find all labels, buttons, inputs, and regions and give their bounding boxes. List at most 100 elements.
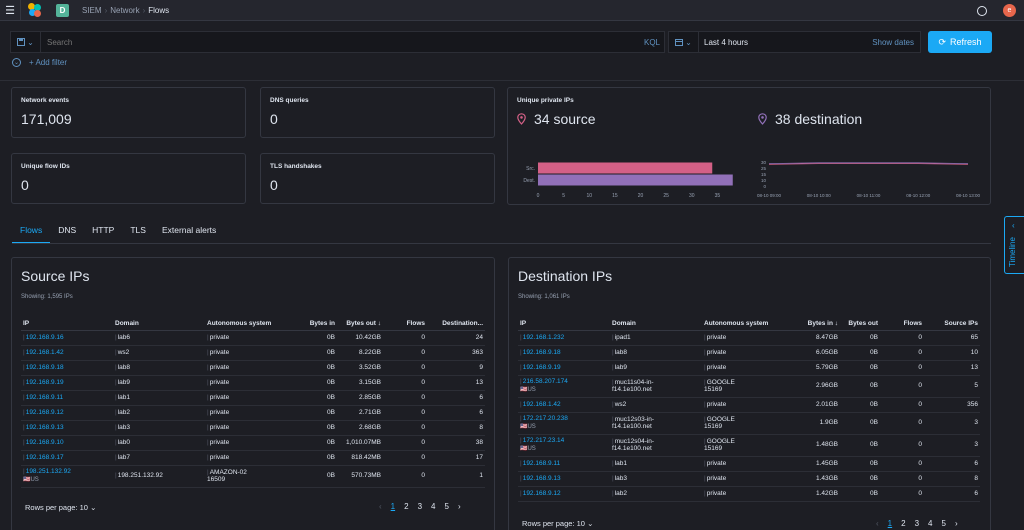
as-name[interactable]: private: [209, 408, 230, 416]
ip-link[interactable]: 192.168.9.19: [25, 378, 64, 386]
next-page-icon[interactable]: ›: [457, 502, 461, 511]
domain-link[interactable]: muc11s04-in-: [614, 378, 654, 386]
domain-link[interactable]: ws2: [117, 348, 130, 356]
rows-per-page-select[interactable]: Rows per page: 10 ⌄: [25, 503, 96, 512]
as-name[interactable]: private: [209, 348, 230, 356]
ip-link[interactable]: 192.168.9.17: [25, 453, 64, 461]
domain-link[interactable]: lab2: [117, 408, 130, 416]
kql-toggle[interactable]: KQL: [643, 37, 660, 47]
date-range-text[interactable]: Last 4 hours: [704, 37, 749, 47]
previous-page-icon[interactable]: ‹: [379, 502, 382, 511]
page-4[interactable]: 4: [928, 519, 933, 528]
bar-dest[interactable]: [538, 174, 733, 186]
ip-link[interactable]: 192.168.9.18: [25, 363, 64, 371]
ip-link[interactable]: 192.168.1.42: [25, 348, 64, 356]
as-number[interactable]: 15169: [704, 445, 723, 452]
elastic-logo-icon[interactable]: [28, 3, 42, 17]
ip-link[interactable]: 192.168.9.18: [522, 348, 561, 356]
as-name[interactable]: private: [209, 438, 230, 446]
as-name[interactable]: private: [706, 400, 727, 408]
breadcrumb-siem[interactable]: SIEM: [82, 5, 102, 15]
ip-link[interactable]: 192.168.9.12: [25, 408, 64, 416]
page-3[interactable]: 3: [417, 502, 423, 511]
ip-link[interactable]: 192.168.9.12: [522, 489, 561, 497]
filter-options-icon[interactable]: ⌄: [12, 58, 21, 67]
ip-link[interactable]: 192.168.9.16: [25, 333, 64, 341]
as-name[interactable]: private: [209, 363, 230, 371]
domain-link[interactable]: ipad1: [614, 333, 631, 341]
domain-cont[interactable]: f14.1e100.net: [612, 445, 652, 452]
rows-per-page-select[interactable]: Rows per page: 10 ⌄: [522, 519, 593, 528]
page-4[interactable]: 4: [431, 502, 436, 511]
timeline-flyout-button[interactable]: ‹ Timeline: [1004, 216, 1024, 274]
as-name[interactable]: private: [706, 489, 727, 497]
col-domain[interactable]: Domain: [610, 318, 702, 331]
col-flows[interactable]: Flows: [383, 318, 427, 331]
previous-page-icon[interactable]: ‹: [876, 519, 879, 528]
saved-query-button[interactable]: ⌄: [11, 32, 41, 52]
as-name[interactable]: GOOGLE: [706, 415, 735, 423]
ip-link[interactable]: 172.217.20.238: [522, 415, 568, 422]
col-bytes-in[interactable]: Bytes in ↓: [794, 318, 840, 331]
col-ip[interactable]: IP: [518, 318, 610, 331]
domain-link[interactable]: lab1: [614, 459, 627, 467]
domain-link[interactable]: lab6: [117, 333, 130, 341]
ip-link[interactable]: 192.168.9.13: [522, 474, 561, 482]
col-bytes-in[interactable]: Bytes in: [297, 318, 337, 331]
ip-link[interactable]: 216.58.207.174: [522, 378, 568, 385]
domain-link[interactable]: lab2: [614, 489, 627, 497]
as-name[interactable]: private: [706, 333, 727, 341]
col-domain[interactable]: Domain: [113, 318, 205, 331]
ip-link[interactable]: 192.168.1.232: [522, 333, 565, 341]
as-name[interactable]: private: [209, 333, 230, 341]
col-source-ips[interactable]: Source IPs: [924, 318, 980, 331]
menu-icon[interactable]: ☰: [5, 4, 15, 17]
quick-select-button[interactable]: ⌄: [669, 32, 699, 52]
col-bytes-out[interactable]: Bytes out ↓: [337, 318, 383, 331]
help-icon[interactable]: [977, 5, 987, 16]
page-1[interactable]: 1: [887, 519, 893, 528]
as-name[interactable]: private: [209, 378, 230, 386]
show-dates-link[interactable]: Show dates: [872, 37, 914, 47]
domain-link[interactable]: lab8: [614, 348, 627, 356]
breadcrumb-network[interactable]: Network: [110, 5, 140, 15]
space-avatar[interactable]: D: [56, 3, 69, 17]
domain-cont[interactable]: f14.1e100.net: [612, 423, 652, 430]
add-filter-link[interactable]: + Add filter: [29, 58, 68, 67]
domain-link[interactable]: lab0: [117, 438, 130, 446]
page-5[interactable]: 5: [941, 519, 946, 528]
ip-link[interactable]: 192.168.9.19: [522, 363, 561, 371]
as-name[interactable]: private: [209, 453, 230, 461]
ip-link[interactable]: 172.217.23.14: [522, 437, 565, 444]
as-name[interactable]: private: [706, 474, 727, 482]
as-name[interactable]: GOOGLE: [706, 437, 735, 445]
col-bytes-out[interactable]: Bytes out: [840, 318, 880, 331]
domain-cont[interactable]: f14.1e100.net: [612, 386, 652, 393]
domain-link[interactable]: 198.251.132.92: [117, 472, 163, 480]
col-destination-ips[interactable]: Destination...: [427, 318, 485, 331]
col-ip[interactable]: IP: [21, 318, 113, 331]
col-autonomous-system[interactable]: Autonomous system: [702, 318, 794, 331]
next-page-icon[interactable]: ›: [954, 519, 958, 528]
as-number[interactable]: 15169: [704, 386, 723, 393]
domain-link[interactable]: muc12s04-in-: [614, 437, 655, 445]
page-1[interactable]: 1: [390, 502, 396, 511]
tab-http[interactable]: HTTP: [92, 225, 115, 235]
bar-src[interactable]: [538, 162, 713, 174]
as-name[interactable]: private: [209, 393, 230, 401]
ip-link[interactable]: 192.168.1.42: [522, 400, 561, 408]
as-number[interactable]: 16509: [207, 476, 226, 483]
domain-link[interactable]: lab1: [117, 393, 130, 401]
page-2[interactable]: 2: [404, 502, 409, 511]
domain-link[interactable]: lab3: [614, 474, 627, 482]
tab-tls[interactable]: TLS: [130, 225, 146, 235]
domain-link[interactable]: lab9: [614, 363, 627, 371]
domain-link[interactable]: muc12s03-in-: [614, 415, 655, 423]
as-name[interactable]: private: [706, 348, 727, 356]
domain-link[interactable]: lab9: [117, 378, 130, 386]
refresh-button[interactable]: ⟳ Refresh: [928, 31, 992, 53]
as-name[interactable]: AMAZON-02: [209, 468, 247, 476]
page-3[interactable]: 3: [914, 519, 920, 528]
ip-link[interactable]: 198.251.132.92: [25, 468, 71, 475]
col-flows[interactable]: Flows: [880, 318, 924, 331]
